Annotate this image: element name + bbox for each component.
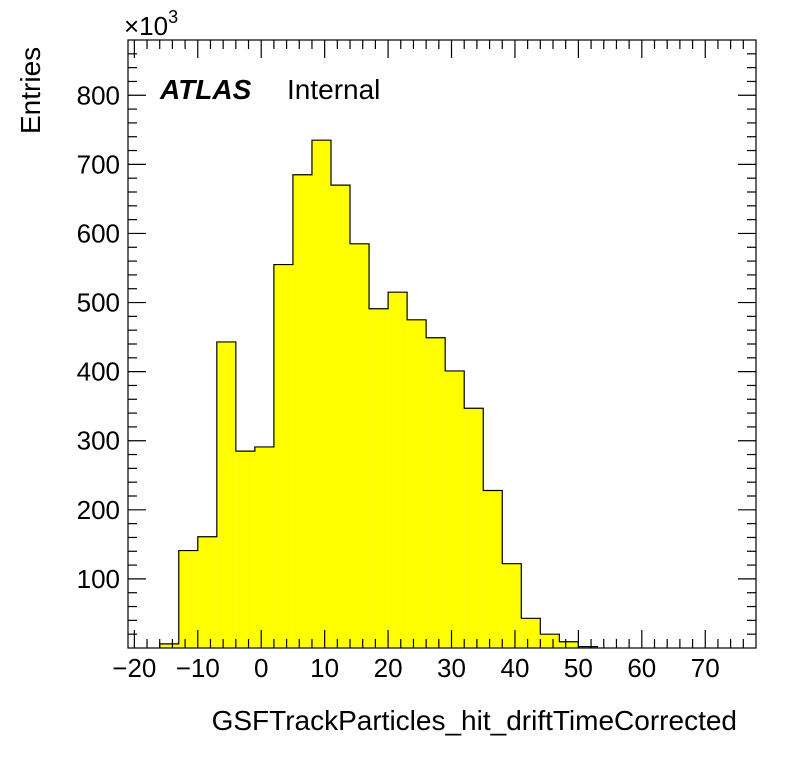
- atlas-status-label: Internal: [287, 74, 380, 105]
- histogram-bin-14: [426, 337, 446, 648]
- atlas-label: ATLAS: [159, 74, 252, 105]
- y-tick-label: 300: [77, 426, 120, 456]
- x-tick-label: −20: [112, 653, 156, 683]
- histogram-bin-9: [330, 185, 351, 648]
- y-tick-label: 500: [77, 288, 120, 318]
- histogram-bin-3: [216, 341, 236, 648]
- histogram-bin-15: [445, 370, 465, 648]
- y-tick-label: 600: [77, 218, 120, 248]
- histogram-bin-16: [464, 408, 484, 648]
- histogram-bin-19: [521, 618, 541, 648]
- histogram-bin-21: [559, 641, 579, 648]
- y-tick-label: 100: [77, 564, 120, 594]
- histogram-bin-10: [350, 243, 370, 648]
- x-tick-label: 40: [500, 653, 529, 683]
- axis-ticks: [128, 40, 756, 648]
- y-multiplier-exponent: 3: [168, 7, 178, 27]
- histogram-bin-7: [292, 174, 312, 648]
- y-multiplier-base: ×10: [124, 11, 168, 41]
- y-tick-label: 700: [77, 149, 120, 179]
- y-tick-labels: 100 200 300 400 500 600 700 800: [77, 80, 120, 594]
- histogram-outline: [159, 139, 599, 648]
- histogram-bin-6: [273, 264, 293, 648]
- y-multiplier: ×103: [124, 7, 178, 41]
- y-tick-label: 400: [77, 357, 120, 387]
- histogram-bin-17: [483, 490, 503, 648]
- histogram-bin-18: [502, 563, 522, 648]
- x-tick-label: 0: [254, 653, 268, 683]
- histogram-bin-11: [369, 308, 389, 648]
- x-tick-labels: −20 −10 0 10 20 30 40 50 60 70: [112, 653, 719, 683]
- histogram-bin-4: [235, 451, 255, 648]
- histogram-bin-8: [311, 140, 331, 648]
- y-axis-title: Entries: [15, 47, 46, 134]
- y-tick-label: 800: [77, 80, 120, 110]
- x-tick-label: 60: [627, 653, 656, 683]
- histogram-bin-1: [178, 550, 198, 648]
- x-tick-label: −10: [176, 653, 220, 683]
- histogram-bin-0: [159, 643, 179, 648]
- histogram-bin-2: [197, 536, 217, 648]
- x-tick-label: 20: [374, 653, 403, 683]
- x-axis-title: GSFTrackParticles_hit_driftTimeCorrected: [212, 705, 737, 736]
- histogram-bars: [159, 140, 598, 648]
- x-tick-label: 50: [564, 653, 593, 683]
- x-tick-label: 70: [691, 653, 720, 683]
- y-tick-label: 200: [77, 495, 120, 525]
- histogram-bin-5: [254, 446, 274, 648]
- histogram-bin-13: [407, 319, 427, 648]
- x-tick-label: 30: [437, 653, 466, 683]
- x-tick-label: 10: [310, 653, 339, 683]
- histogram-bin-22: [578, 646, 598, 648]
- histogram-bin-12: [388, 292, 408, 648]
- histogram-bin-20: [540, 634, 560, 648]
